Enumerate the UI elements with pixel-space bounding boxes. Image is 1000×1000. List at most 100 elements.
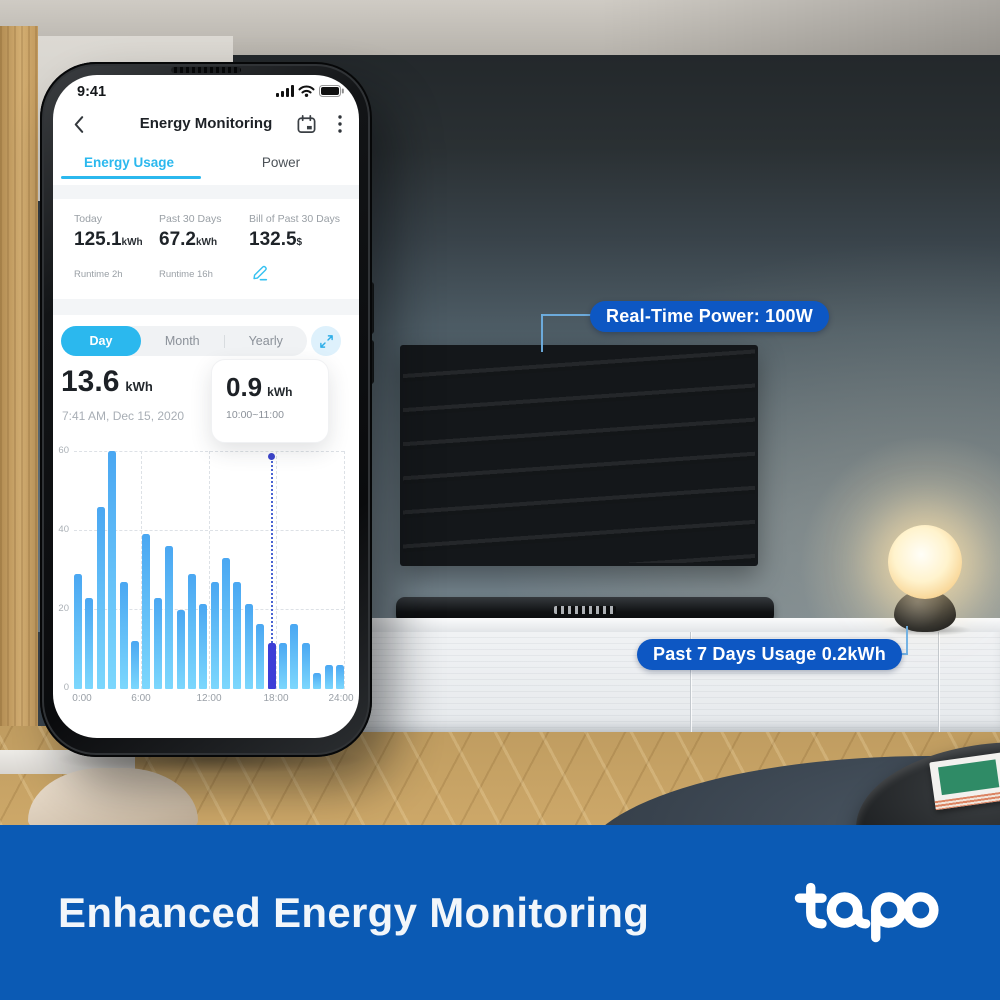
chart-bar[interactable] — [74, 573, 82, 689]
callout-label: Real-Time Power: 100W — [606, 306, 813, 326]
bottom-banner: Enhanced Energy Monitoring — [0, 825, 1000, 1000]
chart-bar[interactable] — [324, 665, 333, 689]
chart-bar[interactable] — [313, 673, 322, 689]
wifi-icon — [298, 85, 315, 97]
gridline — [276, 451, 277, 689]
chart-bar-selected[interactable] — [267, 643, 276, 689]
earpiece-speaker — [171, 67, 241, 73]
media-console-top — [348, 618, 1000, 633]
cell-signal-icon — [276, 85, 294, 97]
chart-bar[interactable] — [119, 581, 128, 689]
divider-band — [53, 185, 359, 199]
calendar-button[interactable] — [293, 111, 319, 137]
chart-bar[interactable] — [85, 597, 94, 689]
chart-bar[interactable] — [153, 597, 162, 689]
x-tick-label: 18:00 — [263, 693, 289, 704]
reading-timestamp: 7:41 AM, Dec 15, 2020 — [62, 409, 185, 423]
chart-selection-line — [268, 452, 276, 644]
period-selector: Day Month Yearly — [61, 326, 307, 356]
tab-energy-usage[interactable]: Energy Usage — [83, 155, 175, 170]
active-tab-underline — [61, 176, 201, 179]
tv-sunset-image — [403, 348, 755, 563]
stat-value: 125.1kWh — [74, 229, 143, 251]
stat-label: Bill of Past 30 Days — [249, 213, 341, 225]
tooltip-unit: kWh — [267, 385, 293, 399]
chart-bar[interactable] — [335, 665, 344, 689]
chart-bar[interactable] — [165, 546, 174, 689]
soundbar-display — [554, 606, 616, 614]
phone-mockup: 9:41 — [40, 62, 372, 757]
chart-bar[interactable] — [290, 623, 299, 689]
reading-unit: kWh — [125, 379, 153, 394]
chart-bar[interactable] — [256, 623, 265, 689]
chart-bars — [74, 451, 344, 689]
tab-power[interactable]: Power — [261, 155, 301, 170]
wood-wall-panel — [0, 26, 38, 756]
x-tick-label: 12:00 — [196, 693, 222, 704]
chart-bar[interactable] — [301, 643, 310, 689]
chart-bar[interactable] — [96, 506, 105, 689]
divider-band — [53, 299, 359, 315]
reading-value: 13.6 — [61, 365, 120, 398]
chart-bar[interactable] — [176, 609, 185, 689]
callout-label: Past 7 Days Usage 0.2kWh — [653, 644, 886, 664]
callout-connector — [541, 314, 543, 352]
expand-chart-button[interactable] — [311, 326, 341, 356]
period-option-month[interactable]: Month — [164, 334, 200, 348]
stat-label: Past 30 Days — [159, 213, 222, 225]
chart-bar[interactable] — [142, 534, 151, 689]
callout-realtime-power: Real-Time Power: 100W — [590, 301, 829, 332]
tooltip-value: 0.9 — [226, 372, 263, 402]
callout-past7days-usage: Past 7 Days Usage 0.2kWh — [637, 639, 902, 670]
daily-total-reading: 13.6 kWh — [61, 365, 153, 399]
stat-value: 132.5$ — [249, 229, 302, 251]
chart-bar[interactable] — [187, 573, 196, 689]
stat-number: 67.2 — [159, 229, 196, 250]
stat-number: 132.5 — [249, 229, 297, 250]
back-button[interactable] — [65, 111, 91, 137]
chart-bar[interactable] — [130, 641, 139, 689]
gridline — [141, 451, 142, 689]
y-tick-label: 0 — [63, 682, 69, 693]
wall-tv — [400, 345, 758, 566]
stat-sub: Runtime 16h — [159, 269, 213, 280]
chart-bar[interactable] — [233, 581, 242, 689]
stat-value: 67.2kWh — [159, 229, 217, 251]
chart-bar[interactable] — [210, 581, 219, 689]
edit-bill-button[interactable] — [251, 263, 269, 286]
status-time: 9:41 — [77, 84, 107, 100]
stat-sub: Runtime 2h — [74, 269, 123, 280]
book-cover — [938, 759, 1000, 796]
stat-unit: $ — [296, 237, 303, 248]
console-seam — [938, 632, 939, 732]
x-tick-label: 24:00 — [328, 693, 354, 704]
chart-bar[interactable] — [244, 603, 253, 689]
chart-bar[interactable] — [199, 603, 208, 689]
stat-unit: kWh — [195, 237, 218, 248]
chart-tooltip: 0.9 kWh 10:00~11:00 — [211, 359, 329, 443]
stat-unit: kWh — [121, 237, 143, 248]
lamp-bulb — [888, 525, 962, 599]
period-option-day[interactable]: Day — [61, 326, 141, 356]
pencil-edit-icon — [253, 265, 268, 281]
chart-bar[interactable] — [222, 558, 231, 689]
y-tick-label: 60 — [58, 445, 69, 456]
console-seam — [690, 632, 691, 732]
callout-connector — [906, 626, 908, 655]
chart-bar[interactable] — [108, 451, 117, 689]
battery-icon — [319, 85, 344, 97]
chevron-left-icon — [74, 115, 83, 133]
app-screen: 9:41 — [53, 75, 359, 738]
x-tick-label: 6:00 — [131, 693, 151, 704]
banner-title: Enhanced Energy Monitoring — [58, 888, 650, 936]
x-tick-label: 0:00 — [72, 693, 92, 704]
gridline — [344, 451, 345, 689]
period-option-yearly[interactable]: Yearly — [248, 334, 283, 348]
stat-number: 125.1 — [74, 229, 122, 250]
more-menu-button[interactable] — [331, 112, 349, 136]
gridline — [209, 451, 210, 689]
status-icons — [276, 85, 344, 97]
chart-bar[interactable] — [279, 643, 288, 689]
stat-label: Today — [74, 213, 103, 225]
